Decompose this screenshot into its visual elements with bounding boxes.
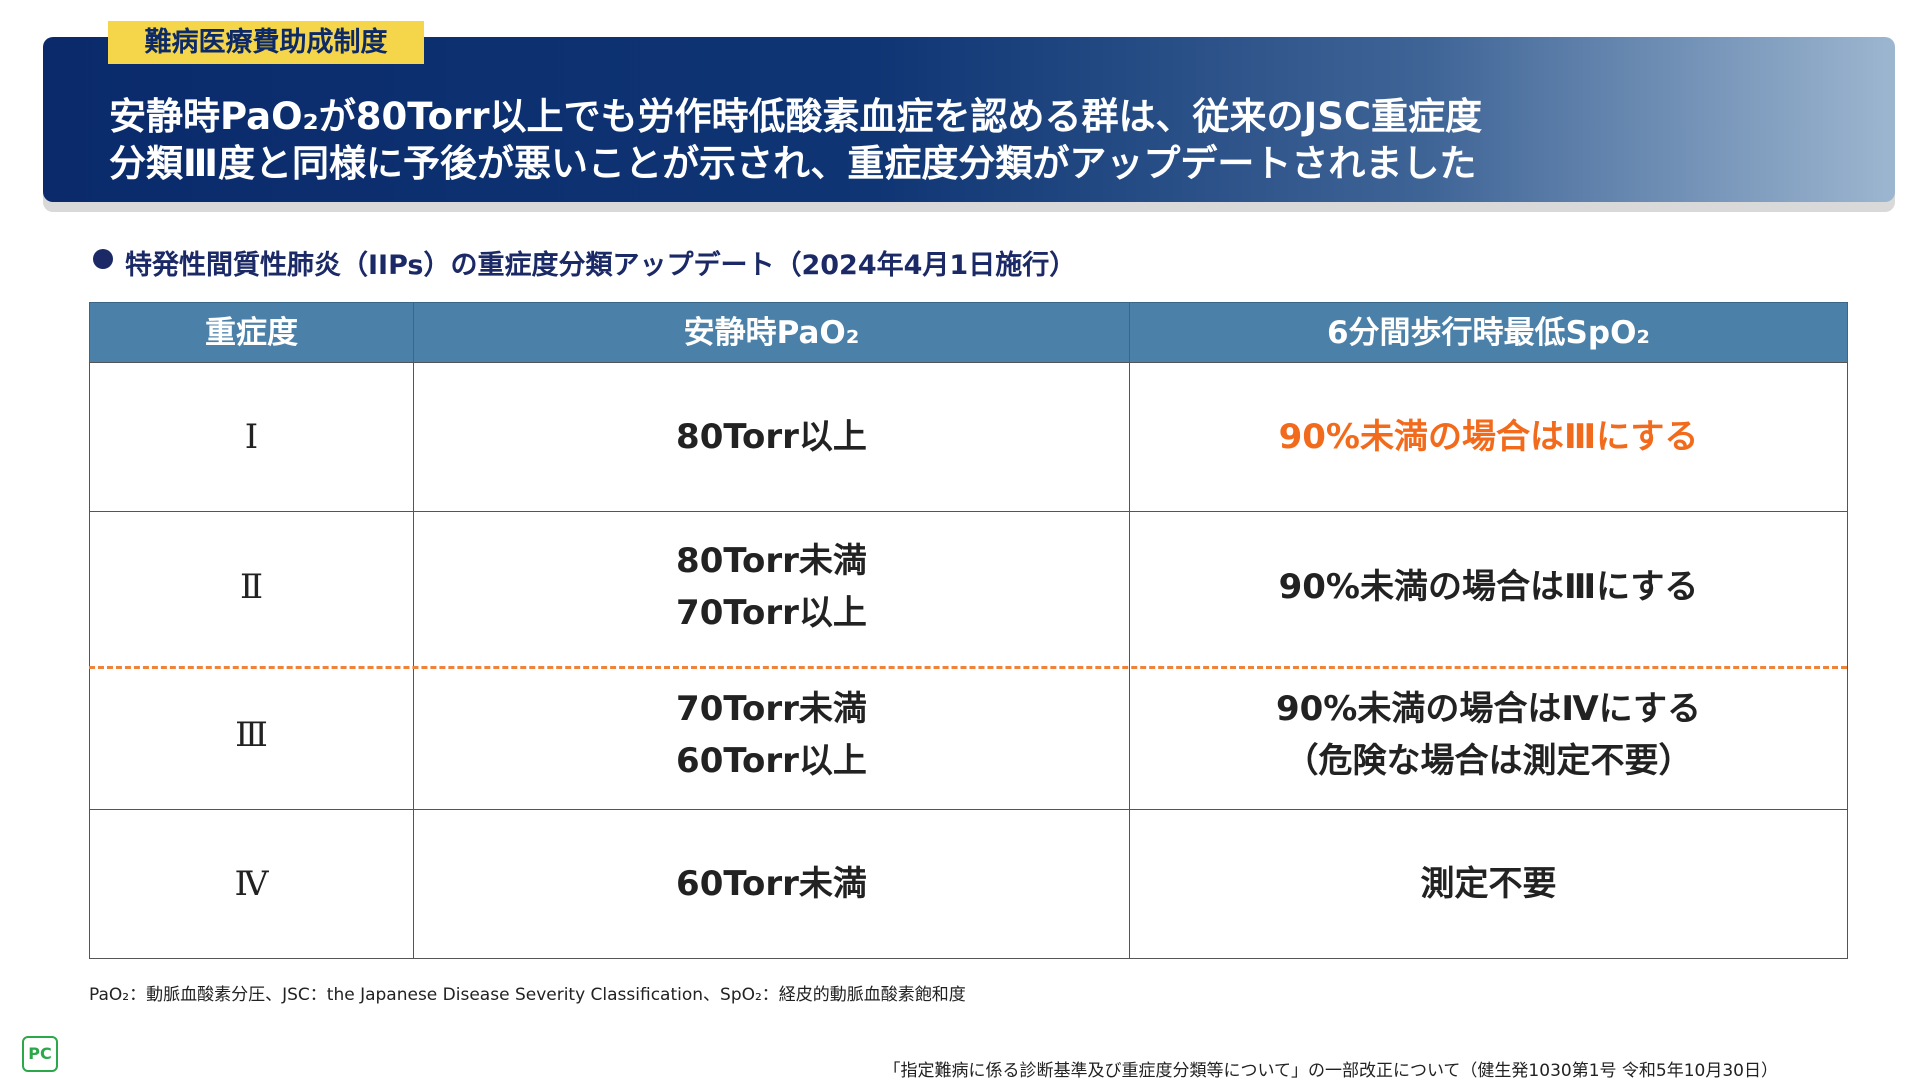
category-tag: 難病医療費助成制度: [108, 21, 424, 64]
bullet: [93, 249, 113, 269]
cell-text: （危険な場合は測定不要）: [1284, 740, 1693, 781]
banner: [43, 37, 1895, 202]
table-cell: 70Torr未満 60Torr以上: [413, 660, 1130, 810]
cell-text: 80Torr未満: [676, 540, 867, 581]
cell-text: 70Torr以上: [676, 592, 867, 633]
cell-text: 60Torr以上: [676, 740, 867, 781]
table-cell: 90%未満の場合はⅢにする: [1129, 362, 1848, 512]
cell-text: 90%未満の場合はⅣにする: [1275, 688, 1702, 729]
cell-text: 70Torr未満: [676, 688, 867, 729]
headline: 安静時PaO₂が80Torr以上でも労作時低酸素血症を認める群は、従来のJSC重…: [109, 95, 1483, 138]
table-cell: Ⅰ: [89, 362, 414, 512]
table-cell: 90%未満の場合はⅢにする: [1129, 511, 1848, 661]
table-cell: 測定不要: [1129, 809, 1848, 959]
section-title: 特発性間質性肺炎（IIPs）の重症度分類アップデート（2024年4月1日施行）: [125, 250, 1077, 281]
cell-text: 90%未満の場合はⅢにする: [1278, 417, 1699, 457]
cell-text: 測定不要: [1420, 864, 1557, 904]
cell-text: Ⅱ: [239, 566, 264, 607]
table-cell: 60Torr未満: [413, 809, 1130, 959]
table-cell: Ⅲ: [89, 660, 414, 810]
divider: [89, 666, 1847, 669]
logo: PC: [22, 1036, 58, 1072]
table-cell: 80Torr以上: [413, 362, 1130, 512]
cell-text: 90%未満の場合はⅢにする: [1278, 566, 1699, 607]
cell-text: Ⅰ: [244, 417, 259, 457]
cell-text: Ⅲ: [235, 714, 268, 755]
header-cell: 重症度: [89, 302, 414, 363]
header-cell: 安静時PaO₂: [413, 302, 1130, 363]
source: 「指定難病に係る診断基準及び重症度分類等について」の一部改正について（健生発10…: [883, 1061, 1778, 1080]
table-cell: Ⅳ: [89, 809, 414, 959]
footnote: PaO₂：動脈血酸素分圧、JSC：the Japanese Disease Se…: [89, 985, 966, 1005]
header-cell: 6分間歩行時最低SpO₂: [1129, 302, 1848, 363]
table-cell: Ⅱ: [89, 511, 414, 661]
table-cell: 90%未満の場合はⅣにする （危険な場合は測定不要）: [1129, 660, 1848, 810]
table-cell: 80Torr未満 70Torr以上: [413, 511, 1130, 661]
headline: 分類Ⅲ度と同様に予後が悪いことが示され、重症度分類がアップデートされました: [109, 142, 1477, 185]
cell-text: 60Torr未満: [676, 864, 867, 904]
cell-text: Ⅳ: [234, 864, 269, 904]
cell-text: 80Torr以上: [676, 417, 867, 457]
